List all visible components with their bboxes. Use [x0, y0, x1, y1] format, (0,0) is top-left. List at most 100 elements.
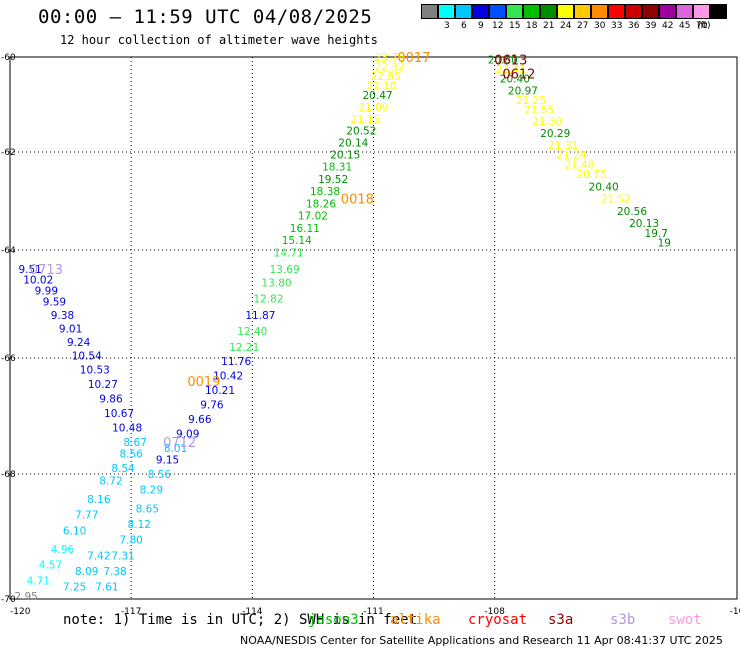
legend-label: 70: [696, 21, 708, 31]
swh-value: 20.15: [330, 149, 360, 161]
swh-value: 22.32: [375, 62, 405, 74]
swh-value: 12.40: [237, 326, 267, 338]
swh-value: 9.15: [156, 455, 179, 467]
swh-value: 14.71: [274, 248, 304, 260]
swh-value: 8.12: [128, 519, 151, 531]
legend-label: 24: [560, 21, 572, 31]
swh-value: 10.53: [80, 365, 110, 377]
track-time-label: 0613: [494, 53, 527, 68]
swh-value: 20.40: [589, 181, 619, 193]
swh-value: 10.48: [112, 423, 142, 435]
swh-value: 20.47: [363, 90, 393, 102]
legend-swatch: [659, 4, 676, 19]
swh-value: 21.31: [548, 140, 578, 152]
legend-label: 12: [492, 21, 504, 31]
swh-value: 20.52: [346, 126, 376, 138]
swh-value: 9.24: [67, 337, 91, 349]
track-time-label: 0612: [502, 68, 535, 83]
swh-value: 15.14: [282, 235, 312, 247]
legend-label: 30: [594, 21, 606, 31]
legend-label: 21: [543, 21, 555, 31]
x-tick-label: -10: [730, 607, 740, 617]
legend-swatch: [540, 4, 557, 19]
swh-value: 7.25: [63, 582, 86, 594]
swh-value: 10.67: [104, 408, 134, 420]
swh-value: 19: [658, 238, 671, 250]
satellite-s3b: s3b: [610, 612, 636, 628]
y-tick-label: -60: [1, 53, 16, 63]
legend-label: 33: [611, 21, 623, 31]
swh-value: 9.86: [99, 394, 123, 406]
legend-swatch: [489, 4, 506, 19]
swh-value: 9.51: [18, 264, 41, 276]
swh-value: 19.52: [318, 174, 348, 186]
swh-value: 22.85: [371, 71, 401, 83]
swh-value: 10.27: [88, 379, 118, 391]
legend-swatch: [642, 4, 659, 19]
swh-value: 21.55: [524, 104, 554, 116]
y-tick-label: -62: [1, 148, 16, 158]
swh-value: 8.16: [87, 494, 111, 506]
legend-unit: (ft): [697, 21, 711, 31]
swh-value: 22.10: [367, 81, 397, 93]
swh-value: 9.38: [51, 310, 74, 322]
swh-value: 19.7: [645, 228, 668, 240]
legend-label: 6: [461, 21, 467, 31]
swh-value: 21.24: [556, 149, 586, 161]
swh-value: 18.38: [310, 186, 340, 198]
legend-label: 18: [526, 21, 538, 31]
legend-label: 15: [509, 21, 521, 31]
legend-label: 9: [478, 21, 484, 31]
x-tick-label: -114: [242, 607, 263, 617]
chart-subtitle: 12 hour collection of altimeter wave hei…: [60, 33, 378, 47]
swh-value: 8.56: [148, 469, 172, 481]
legend-swatch: [693, 4, 710, 19]
legend-swatch: [710, 4, 727, 19]
swh-value: 18.31: [322, 162, 352, 174]
satellite-jason3: jason3: [308, 612, 359, 628]
x-tick-label: -108: [484, 607, 505, 617]
track-time-label: 0018: [341, 193, 374, 208]
swh-value: 7.61: [95, 582, 118, 594]
legend-swatch: [421, 4, 438, 19]
legend-swatch: [506, 4, 523, 19]
satellite-swot: swot: [668, 612, 702, 628]
swh-value: 10.42: [213, 370, 243, 382]
swh-value: 9.09: [176, 428, 199, 440]
swh-value: 7.42: [87, 550, 110, 562]
swh-value: 21.30: [532, 116, 562, 128]
legend-swatch: [523, 4, 540, 19]
swh-value: 10.54: [72, 350, 102, 362]
x-tick-label: -120: [10, 607, 31, 617]
swh-value: 8.01: [164, 443, 187, 455]
swh-value: 12.21: [229, 342, 259, 354]
swh-value: 20.56: [617, 206, 647, 218]
swh-value: 10.21: [205, 385, 235, 397]
swh-value: 10.02: [23, 275, 53, 287]
swh-value: 7.38: [103, 566, 126, 578]
swh-value: 7.80: [119, 535, 142, 547]
x-tick-label: -117: [121, 607, 141, 617]
swh-value: 8.72: [99, 475, 122, 487]
legend-swatch: [455, 4, 472, 19]
swh-value: 8.29: [140, 485, 163, 497]
satellite-s3a: s3a: [548, 612, 574, 628]
swh-value: 4.71: [27, 575, 50, 587]
swh-value: 4.57: [39, 560, 62, 572]
legend-swatch: [676, 4, 693, 19]
track-time-label: 0712: [163, 436, 196, 451]
swh-value: 9.76: [200, 399, 224, 411]
credit-line: NOAA/NESDIS Center for Satellite Applica…: [240, 634, 723, 647]
y-tick-label: -68: [1, 470, 16, 480]
satellite-altika: altika: [390, 612, 441, 628]
chart-title: 00:00 – 11:59 UTC 04/08/2025: [38, 6, 373, 28]
swh-value: 21.09: [358, 102, 388, 114]
swh-value: 8.54: [111, 463, 135, 475]
legend-swatch: [557, 4, 574, 19]
swh-value: 20.80: [488, 54, 518, 66]
swh-value: 9.01: [59, 323, 82, 335]
swh-value: 20.13: [629, 218, 659, 230]
legend-swatch: [591, 4, 608, 19]
legend-swatch: [608, 4, 625, 19]
